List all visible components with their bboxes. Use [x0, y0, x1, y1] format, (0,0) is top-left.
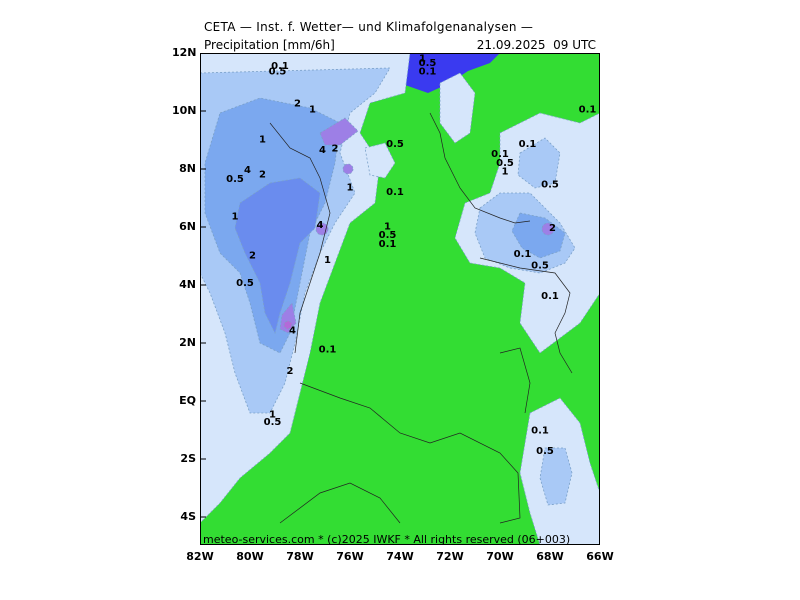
- contour-label: 0.1: [531, 426, 549, 437]
- contour-label: 0.5: [536, 446, 554, 457]
- contour-label: 1: [324, 255, 331, 266]
- lon-label-78w: 78W: [286, 550, 314, 563]
- contour-label: 0.1: [541, 291, 559, 302]
- contour-label: 0.5: [379, 230, 397, 241]
- contour-label: 1: [347, 183, 354, 194]
- variable-label: Precipitation [mm/6h]: [204, 38, 335, 52]
- lon-label-76w: 76W: [336, 550, 364, 563]
- lat-label-8n: 8N: [179, 162, 196, 175]
- lon-label-70w: 70W: [486, 550, 514, 563]
- lat-label-6n: 6N: [179, 220, 196, 233]
- contour-label: 4: [319, 145, 326, 156]
- contour-label: 0.5: [541, 180, 559, 191]
- contour-label: 4: [317, 220, 324, 231]
- lat-label-10n: 10N: [172, 104, 197, 117]
- contour-label: 0.5: [226, 174, 244, 185]
- contour-label: 0.5: [419, 58, 437, 69]
- contour-label: 0.5: [236, 278, 254, 289]
- lon-label-68w: 68W: [536, 550, 564, 563]
- contour-label: 0.1: [271, 61, 289, 72]
- contour-label: 1: [502, 167, 509, 178]
- contour-label: 0.1: [319, 345, 337, 356]
- contour-label: 1: [232, 211, 239, 222]
- contour-label: 2: [287, 366, 294, 377]
- lon-label-82w: 82W: [186, 550, 214, 563]
- map-border: [200, 53, 600, 545]
- contour-label: 0.1: [379, 239, 397, 250]
- contour-label: 2: [249, 251, 256, 262]
- contour-label: 2: [549, 223, 556, 234]
- lat-label-eq: EQ: [179, 394, 196, 407]
- contour-label: 0.1: [519, 139, 537, 150]
- lat-label-12n: 12N: [172, 46, 197, 59]
- borders: [269, 112, 573, 524]
- contour-label: 0.5: [386, 139, 404, 150]
- lat-label-2s: 2S: [180, 452, 196, 465]
- lat-label-4s: 4S: [180, 510, 196, 523]
- lon-label-80w: 80W: [236, 550, 264, 563]
- contour-label: 2: [332, 143, 339, 154]
- contour-label: 0.1: [386, 187, 404, 198]
- lat-label-2n: 2N: [179, 336, 196, 349]
- precip-west: [200, 53, 411, 524]
- contour-label: 2: [294, 99, 301, 110]
- lon-label-74w: 74W: [386, 550, 414, 563]
- lat-label-4n: 4N: [179, 278, 196, 291]
- contour-label: 2: [259, 169, 266, 180]
- valid-time: 21.09.2025 09 UTC: [476, 38, 596, 52]
- contour-label: 4: [244, 165, 251, 176]
- contour-label: 1: [419, 54, 426, 65]
- contour-label: 0.5: [531, 261, 549, 272]
- lon-label-72w: 72W: [436, 550, 464, 563]
- contour-label: 0.1: [579, 104, 597, 115]
- copyright-footer: meteo-services.com * (c)2025 IWKF * All …: [203, 533, 571, 546]
- contour-label: 0.5: [269, 67, 287, 78]
- contour-label: 0.1: [419, 67, 437, 78]
- contour-label: 0.5: [264, 417, 282, 428]
- contour-label: 0.1: [514, 249, 532, 260]
- contour-label: 0.1: [491, 149, 509, 160]
- precip-east: [364, 72, 600, 545]
- map-title: CETA — Inst. f. Wetter— und Klimafolgena…: [204, 20, 534, 34]
- contour-label: 1: [384, 222, 391, 233]
- contour-label: 1: [269, 410, 276, 421]
- contour-label: 4: [289, 326, 296, 337]
- contour-label: 0.5: [496, 158, 514, 169]
- contour-label: 1: [309, 104, 316, 115]
- lon-label-66w: 66W: [586, 550, 614, 563]
- contour-label: 1: [259, 135, 266, 146]
- map-subtitle-box: Precipitation [mm/6h] 21.09.2025 09 UTC: [200, 38, 600, 52]
